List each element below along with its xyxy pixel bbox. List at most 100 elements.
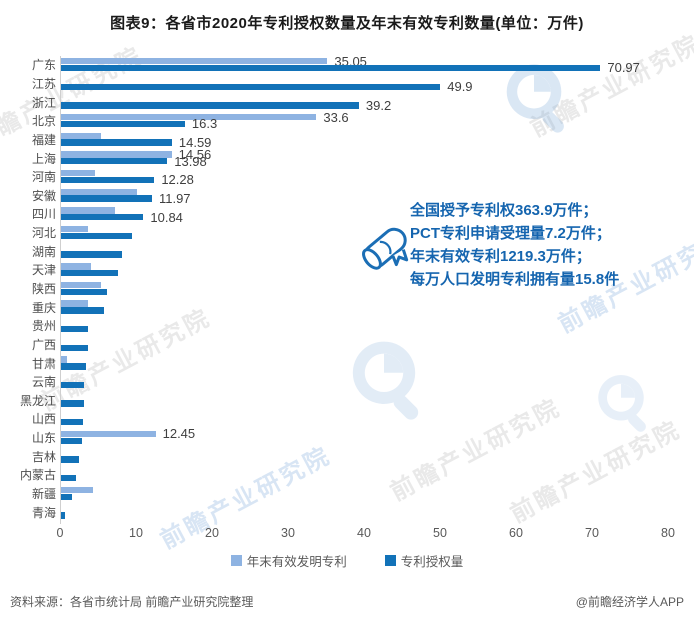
y-axis-label: 山东 xyxy=(31,431,56,446)
bar-granted-patents xyxy=(61,400,84,407)
value-label: 16.3 xyxy=(191,116,218,132)
annotation-line: PCT专利申请受理量7.2万件； xyxy=(410,225,611,242)
y-axis-label: 福建 xyxy=(31,132,56,147)
bar-granted-patents xyxy=(61,158,168,165)
chart-title: 图表9：各省市2020年专利授权数量及年末有效专利数量(单位：万件) xyxy=(110,15,584,32)
bar-granted-patents xyxy=(61,363,87,370)
bar-effective-patents xyxy=(61,281,101,289)
annotation-text-block: 全国授予专利权363.9万件； PCT专利申请受理量7.2万件； 年末有效专利1… xyxy=(410,199,619,291)
bar-effective-patents xyxy=(61,114,317,121)
bar-granted-patents xyxy=(61,102,359,109)
bar-effective-patents xyxy=(61,132,101,140)
x-axis-tick-label: 40 xyxy=(357,526,371,540)
y-axis-line xyxy=(60,56,61,524)
x-axis-tick-label: 50 xyxy=(433,526,447,540)
y-axis-label: 青海 xyxy=(31,505,56,520)
y-axis-label: 贵州 xyxy=(31,319,56,334)
bar-effective-patents xyxy=(61,225,88,233)
y-axis-label: 天津 xyxy=(31,263,56,278)
bar-effective-patents xyxy=(61,207,115,214)
x-axis-tick-label: 0 xyxy=(56,526,64,540)
y-axis-label: 安徽 xyxy=(31,188,56,203)
legend-label: 专利授权量 xyxy=(400,555,464,569)
bar-granted-patents xyxy=(61,307,104,314)
y-axis-label: 广东 xyxy=(31,58,56,73)
bar-granted-patents xyxy=(61,512,65,519)
bar-granted-patents xyxy=(61,419,84,426)
x-axis-tick-label: 80 xyxy=(661,526,675,540)
value-label: 12.45 xyxy=(162,426,196,442)
value-label: 39.2 xyxy=(365,97,392,113)
bar-effective-patents xyxy=(61,58,328,65)
value-label: 13.98 xyxy=(174,153,207,169)
bar-granted-patents xyxy=(61,214,144,221)
bar-effective-patents xyxy=(61,151,172,158)
bar-effective-patents xyxy=(61,356,68,363)
bar-granted-patents xyxy=(61,139,172,146)
value-label: 33.6 xyxy=(323,109,349,125)
bar-granted-patents xyxy=(61,493,72,500)
x-axis-tick-label: 20 xyxy=(205,526,219,540)
bar-effective-patents xyxy=(61,263,91,270)
y-axis-label: 上海 xyxy=(31,151,56,166)
bar-granted-patents xyxy=(61,456,80,463)
bar-granted-patents xyxy=(61,251,122,258)
x-axis-tick-label: 10 xyxy=(129,526,143,540)
y-axis-label: 新疆 xyxy=(31,487,56,502)
legend-swatch-light-icon xyxy=(230,555,242,566)
bar-effective-patents xyxy=(61,300,89,307)
scroll-pen-icon xyxy=(362,227,409,270)
value-label: 11.97 xyxy=(158,190,191,206)
y-axis-label: 山西 xyxy=(31,412,56,427)
x-axis-tick-label: 30 xyxy=(281,526,295,540)
bar-effective-patents xyxy=(61,188,137,195)
bar-granted-patents xyxy=(61,344,88,351)
bar-granted-patents xyxy=(61,232,132,240)
y-axis-label: 重庆 xyxy=(31,300,56,315)
x-axis-tick-label: 70 xyxy=(585,526,599,540)
annotation-line: 全国授予专利权363.9万件； xyxy=(410,202,598,219)
legend-item-effective-patents: 年末有效发明专利 xyxy=(230,551,347,570)
y-axis-label: 内蒙古 xyxy=(19,468,56,483)
value-label: 14.56 xyxy=(178,146,212,162)
y-axis-label: 湖南 xyxy=(31,244,56,259)
bar-granted-patents xyxy=(61,288,108,295)
x-axis-tick-label: 60 xyxy=(509,526,523,540)
y-axis-label: 浙江 xyxy=(31,95,56,110)
bar-granted-patents xyxy=(61,195,152,202)
bar-granted-patents xyxy=(61,64,601,72)
legend-swatch-dark-icon xyxy=(384,555,396,566)
bar-granted-patents xyxy=(61,381,84,389)
bar-granted-patents xyxy=(61,325,88,333)
bar-effective-patents xyxy=(61,430,156,438)
bar-granted-patents xyxy=(61,474,77,482)
y-axis-label: 四川 xyxy=(31,207,56,222)
source-note: 资料来源：各省市统计局 前瞻产业研究院整理 xyxy=(10,595,254,609)
y-axis-label: 陕西 xyxy=(31,282,56,296)
bar-effective-patents xyxy=(61,486,93,494)
value-label: 70.97 xyxy=(607,60,640,76)
y-axis-label: 甘肃 xyxy=(31,356,56,371)
annotation-line: 每万人口发明专利拥有量15.8件 xyxy=(410,271,620,288)
value-label: 14.59 xyxy=(178,134,212,150)
bar-granted-patents xyxy=(61,269,118,277)
y-axis-label: 黑龙江 xyxy=(19,393,56,408)
bar-granted-patents xyxy=(61,437,82,445)
value-label: 10.84 xyxy=(150,209,183,225)
y-axis-label: 吉林 xyxy=(31,449,56,464)
bar-effective-patents xyxy=(61,169,96,177)
value-label: 49.9 xyxy=(447,79,473,95)
y-axis-label: 河北 xyxy=(31,226,56,241)
bar-granted-patents xyxy=(61,176,155,184)
bar-granted-patents xyxy=(61,120,185,128)
annotation-line: 年末有效专利1219.3万件； xyxy=(410,248,591,265)
bar-granted-patents xyxy=(61,83,441,90)
y-axis-label: 江苏 xyxy=(31,76,56,91)
y-axis-label: 北京 xyxy=(31,114,56,129)
value-label: 12.28 xyxy=(161,172,194,188)
chart-legend: 年末有效发明专利 专利授权量 xyxy=(0,551,694,570)
y-axis-label: 广西 xyxy=(31,337,56,352)
value-label: 35.05 xyxy=(334,53,367,69)
